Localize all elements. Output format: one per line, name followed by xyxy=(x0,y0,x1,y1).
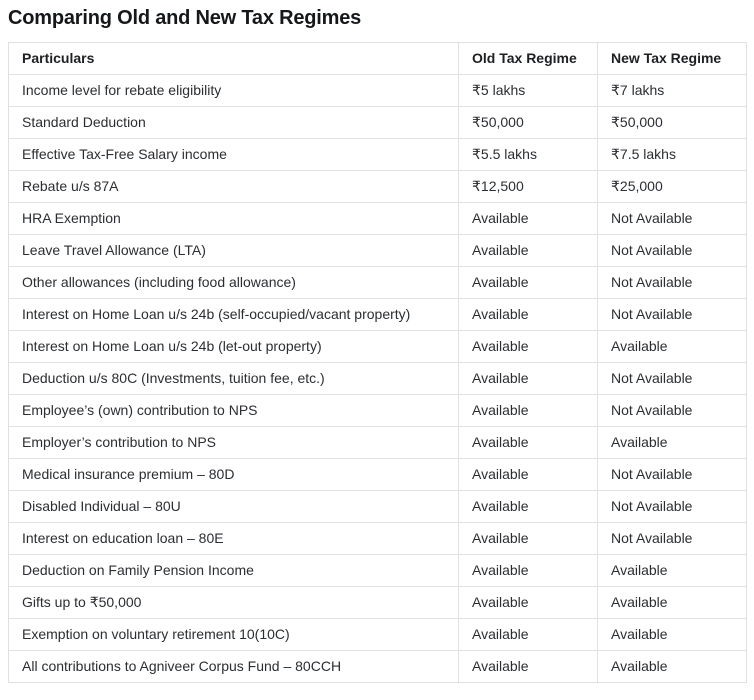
cell-new-tax-regime: Not Available xyxy=(597,202,747,235)
header-particulars: Particulars xyxy=(8,42,459,75)
cell-new-tax-regime: ₹50,000 xyxy=(597,106,747,139)
cell-new-tax-regime: Available xyxy=(597,650,747,683)
cell-particulars: Employee’s (own) contribution to NPS xyxy=(8,394,459,427)
header-new-tax-regime: New Tax Regime xyxy=(597,42,747,75)
cell-particulars: Interest on Home Loan u/s 24b (let-out p… xyxy=(8,330,459,363)
cell-old-tax-regime: Available xyxy=(458,234,598,267)
table-row: Rebate u/s 87A ₹12,500 ₹25,000 xyxy=(8,170,747,203)
table-row: Effective Tax-Free Salary income ₹5.5 lak… xyxy=(8,138,747,171)
table-row: Leave Travel Allowance (LTA) Available Not… xyxy=(8,234,747,267)
cell-particulars: Deduction u/s 80C (Investments, tuition … xyxy=(8,362,459,395)
table-row: All contributions to Agniveer Corpus Fun… xyxy=(8,650,747,683)
cell-new-tax-regime: ₹7.5 lakhs xyxy=(597,138,747,171)
cell-old-tax-regime: Available xyxy=(458,522,598,555)
cell-old-tax-regime: Available xyxy=(458,426,598,459)
cell-old-tax-regime: Available xyxy=(458,330,598,363)
table-row: Deduction u/s 80C (Investments, tuition … xyxy=(8,362,747,395)
cell-old-tax-regime: Available xyxy=(458,362,598,395)
cell-new-tax-regime: Not Available xyxy=(597,298,747,331)
cell-new-tax-regime: Not Available xyxy=(597,234,747,267)
cell-new-tax-regime: Available xyxy=(597,586,747,619)
cell-old-tax-regime: ₹12,500 xyxy=(458,170,598,203)
cell-particulars: Gifts up to ₹50,000 xyxy=(8,586,459,619)
cell-new-tax-regime: Not Available xyxy=(597,362,747,395)
cell-old-tax-regime: Available xyxy=(458,650,598,683)
page-title: Comparing Old and New Tax Regimes xyxy=(8,7,362,29)
cell-old-tax-regime: Available xyxy=(458,298,598,331)
table-row: Exemption on voluntary retirement 10(10C… xyxy=(8,618,747,651)
cell-particulars: Deduction on Family Pension Income xyxy=(8,554,459,587)
table-row: Employer’s contribution to NPS Available A… xyxy=(8,426,747,459)
table-row: Deduction on Family Pension Income Availa… xyxy=(8,554,747,587)
cell-old-tax-regime: Available xyxy=(458,202,598,235)
table-row: Income level for rebate eligibility ₹5 la… xyxy=(8,74,747,107)
table-row: Other allowances (including food allowan… xyxy=(8,266,747,299)
table-row: Gifts up to ₹50,000 Available Available xyxy=(8,586,747,619)
cell-particulars: Employer’s contribution to NPS xyxy=(8,426,459,459)
cell-particulars: Leave Travel Allowance (LTA) xyxy=(8,234,459,267)
cell-particulars: Effective Tax-Free Salary income xyxy=(8,138,459,171)
cell-old-tax-regime: ₹5 lakhs xyxy=(458,74,598,107)
table-row: Interest on education loan – 80E Availabl… xyxy=(8,522,747,555)
cell-new-tax-regime: Available xyxy=(597,330,747,363)
cell-new-tax-regime: Not Available xyxy=(597,490,747,523)
cell-old-tax-regime: Available xyxy=(458,618,598,651)
cell-new-tax-regime: Not Available xyxy=(597,458,747,491)
cell-new-tax-regime: Not Available xyxy=(597,266,747,299)
cell-old-tax-regime: Available xyxy=(458,490,598,523)
table-row: Medical insurance premium – 80D Available… xyxy=(8,458,747,491)
cell-particulars: Standard Deduction xyxy=(8,106,459,139)
cell-old-tax-regime: Available xyxy=(458,266,598,299)
cell-new-tax-regime: ₹25,000 xyxy=(597,170,747,203)
table-row: Standard Deduction ₹50,000 ₹50,000 xyxy=(8,106,747,139)
table-row: Interest on Home Loan u/s 24b (self-occu… xyxy=(8,298,747,331)
cell-new-tax-regime: ₹7 lakhs xyxy=(597,74,747,107)
cell-particulars: Disabled Individual – 80U xyxy=(8,490,459,523)
cell-old-tax-regime: ₹5.5 lakhs xyxy=(458,138,598,171)
cell-particulars: Medical insurance premium – 80D xyxy=(8,458,459,491)
cell-old-tax-regime: Available xyxy=(458,458,598,491)
tax-comparison-table: Particulars Old Tax Regime New Tax Regim… xyxy=(8,42,747,683)
table-row: Disabled Individual – 80U Available Not Av… xyxy=(8,490,747,523)
table-row: Employee’s (own) contribution to NPS Avai… xyxy=(8,394,747,427)
cell-particulars: Rebate u/s 87A xyxy=(8,170,459,203)
table-row: HRA Exemption Available Not Available xyxy=(8,202,747,235)
cell-new-tax-regime: Available xyxy=(597,554,747,587)
cell-particulars: Interest on Home Loan u/s 24b (self-occu… xyxy=(8,298,459,331)
cell-particulars: HRA Exemption xyxy=(8,202,459,235)
cell-particulars: All contributions to Agniveer Corpus Fun… xyxy=(8,650,459,683)
table-body: Income level for rebate eligibility ₹5 la… xyxy=(8,74,747,683)
cell-old-tax-regime: Available xyxy=(458,394,598,427)
cell-particulars: Interest on education loan – 80E xyxy=(8,522,459,555)
cell-old-tax-regime: Available xyxy=(458,586,598,619)
cell-new-tax-regime: Available xyxy=(597,426,747,459)
header-old-tax-regime: Old Tax Regime xyxy=(458,42,598,75)
cell-new-tax-regime: Not Available xyxy=(597,394,747,427)
cell-particulars: Other allowances (including food allowan… xyxy=(8,266,459,299)
cell-old-tax-regime: ₹50,000 xyxy=(458,106,598,139)
cell-new-tax-regime: Available xyxy=(597,618,747,651)
cell-particulars: Income level for rebate eligibility xyxy=(8,74,459,107)
table-row: Interest on Home Loan u/s 24b (let-out p… xyxy=(8,330,747,363)
cell-new-tax-regime: Not Available xyxy=(597,522,747,555)
cell-old-tax-regime: Available xyxy=(458,554,598,587)
table-header-row: Particulars Old Tax Regime New Tax Regim… xyxy=(8,42,747,75)
cell-particulars: Exemption on voluntary retirement 10(10C… xyxy=(8,618,459,651)
